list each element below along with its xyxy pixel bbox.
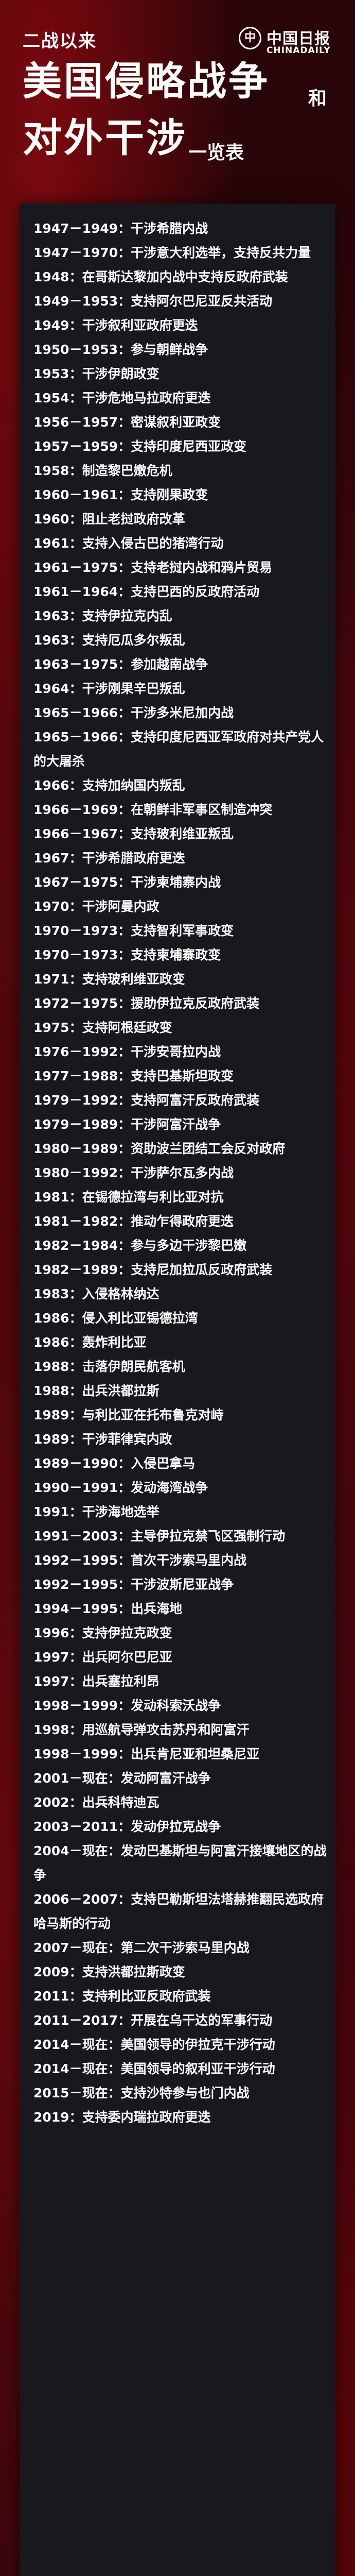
list-item: 2014－现在：美国领导的叙利亚干涉行动 [33, 2061, 275, 2076]
list-item: 1954：干涉危地马拉政府更迭 [33, 391, 211, 405]
list-item: 1992－1995：首次干涉索马里内战 [33, 1553, 247, 1568]
list-item: 1960：阻止老挝政府改革 [33, 512, 185, 527]
list-item: 1997：出兵塞拉利昂 [33, 1674, 159, 1689]
list-item: 1950－1953：参与朝鲜战争 [33, 342, 208, 357]
list-item: 1990－1991：发动海湾战争 [33, 1480, 208, 1495]
list-item: 1998－1999：发动科索沃战争 [33, 1698, 221, 1713]
list-item: 1994－1995：出兵海地 [33, 1601, 183, 1616]
list-item: 1975：支持阿根廷政变 [33, 1020, 172, 1035]
list-item: 1958：制造黎巴嫩危机 [33, 463, 172, 478]
list-item: 1967－1975：干涉柬埔寨内战 [33, 875, 221, 890]
list-item: 2002：出兵科特迪瓦 [33, 1795, 159, 1810]
china-daily-logo-icon: 中 [239, 27, 261, 49]
list-item: 2009：支持洪都拉斯政变 [33, 1964, 185, 1979]
list-item: 1961－1975：支持老挝内战和鸦片贸易 [33, 560, 273, 575]
list-item: 1961：支持入侵古巴的猪湾行动 [33, 536, 224, 551]
list-item: 1989：干涉菲律宾内政 [33, 1432, 172, 1447]
list-item: 1961－1964：支持巴西的反政府活动 [33, 584, 260, 599]
list-item: 1966：支持加纳国内叛乱 [33, 778, 185, 793]
list-item: 1976－1992：干涉安哥拉内战 [33, 1044, 221, 1059]
list-item: 1949：干涉叙利亚政府更迭 [33, 318, 198, 333]
content-panel [20, 204, 335, 2576]
list-item: 2011：支持利比亚反政府武装 [33, 1989, 211, 2004]
list-item: 1997：出兵阿尔巴尼亚 [33, 1650, 172, 1665]
list-item: 1989：与利比亚在托布鲁克对峙 [33, 1408, 224, 1422]
list-item: 1980－1992：干涉萨尔瓦多内战 [33, 1165, 234, 1180]
header-kicker: 二战以来 [23, 31, 97, 52]
list-item: 1998：用巡航导弹攻击苏丹和阿富汗 [33, 1722, 250, 1737]
list-item: 1965－1966：干涉多米尼加内战 [33, 705, 234, 720]
list-item: 2007－现在：第二次干涉索马里内战 [33, 1940, 250, 1955]
list-item: 1970：干涉阿曼内政 [33, 899, 159, 914]
list-item: 1966－1969：在朝鲜非军事区制造冲突 [33, 802, 273, 817]
list-item: 2019：支持委内瑞拉政府更迭 [33, 2110, 211, 2125]
list-item: 1991－2003：主导伊拉克禁飞区强制行动 [33, 1529, 286, 1544]
list-item: 1953：干涉伊朗政变 [33, 366, 159, 381]
list-item: 1988：出兵洪都拉斯 [33, 1383, 159, 1398]
list-item: 1970－1973：支持柬埔寨政变 [33, 947, 221, 962]
list-item: 1964：干涉刚果辛巴叛乱 [33, 681, 185, 696]
list-item: 1963：支持伊拉克内乱 [33, 608, 172, 623]
list-item: 1948：在哥斯达黎加内战中支持反政府武装 [33, 269, 288, 284]
list-item: 1947－1949：干涉希腊内战 [33, 221, 208, 236]
list-item: 2001－现在：发动阿富汗战争 [33, 1771, 211, 1786]
list-item: 1963－1975：参加越南战争 [33, 657, 208, 672]
list-item: 1963：支持厄瓜多尔叛乱 [33, 633, 185, 648]
list-item: 1992－1995：干涉波斯尼亚战争 [33, 1577, 234, 1592]
list-item: 1965－1966：支持印度尼西亚军政府对共产党人的大屠杀 [33, 730, 324, 769]
list-item: 1957－1959：支持印度尼西亚政变 [33, 439, 247, 454]
list-item: 1989－1990：入侵巴拿马 [33, 1456, 196, 1471]
list-item: 1980－1989：资助波兰团结工会反对政府 [33, 1141, 286, 1156]
list-item: 1947－1970：干涉意大利选举，支持反共力量 [33, 245, 311, 260]
page-title-line1-suffix: 和 [308, 88, 327, 109]
list-item: 1988：击落伊朗民航客机 [33, 1359, 185, 1374]
page-title-line1: 美国侵略战争 [23, 58, 270, 104]
list-item: 1986：轰炸利比亚 [33, 1335, 147, 1350]
page-title-line2-suffix: 一览表 [188, 142, 244, 163]
list-item: 1966－1967：支持玻利维亚叛乱 [33, 826, 234, 841]
list-item: 1982－1989：支持尼加拉瓜反政府武装 [33, 1262, 273, 1277]
list-item: 1970－1973：支持智利军事政变 [33, 923, 234, 938]
list-item: 2004－现在：发动巴基斯坦与阿富汗接壤地区的战争 [33, 1843, 327, 1883]
event-list: 1947－1949：干涉希腊内战 1947－1970：干涉意大利选举，支持反共力量… [33, 216, 327, 2129]
list-item: 1996：支持伊拉克政变 [33, 1625, 172, 1640]
list-item: 2011－2017：开展在乌干达的军事行动 [33, 2013, 273, 2028]
header: 二战以来 美国侵略战争 和 对外干涉 一览表 中 中国日报 CHINADAILY [23, 22, 336, 187]
list-item: 1979－1989：干涉阿富汗战争 [33, 1117, 221, 1132]
page-title-line2: 对外干涉 [23, 115, 187, 161]
list-item: 1949－1953：支持阿尔巴尼亚反共活动 [33, 294, 273, 309]
list-item: 1986：侵入利比亚锡德拉湾 [33, 1311, 198, 1326]
list-item: 1983：入侵格林纳达 [33, 1286, 159, 1301]
list-item: 1971：支持玻利维亚政变 [33, 972, 185, 987]
list-item: 1967：干涉希腊政府更迭 [33, 851, 185, 866]
list-item: 1991：干涉海地选举 [33, 1504, 159, 1519]
list-item: 1960－1961：支持刚果政变 [33, 487, 208, 502]
list-item: 1982－1984：参与多边干涉黎巴嫩 [33, 1238, 247, 1253]
list-item: 1998－1999：出兵肯尼亚和坦桑尼亚 [33, 1747, 260, 1761]
logo-chinese-text: 中国日报 [267, 30, 330, 48]
china-daily-logo: 中 中国日报 CHINADAILY [239, 25, 336, 58]
list-item: 1972－1975：援助伊拉克反政府武装 [33, 996, 260, 1011]
list-item: 1977－1988：支持巴基斯坦政变 [33, 1069, 234, 1083]
list-item: 2015－现在：支持沙特参与也门内战 [33, 2086, 250, 2100]
list-item: 1979－1992：支持阿富汗反政府武装 [33, 1093, 260, 1108]
list-item: 1981：在锡德拉湾与利比亚对抗 [33, 1190, 224, 1205]
logo-english-text: CHINADAILY [267, 45, 331, 56]
list-item: 2006－2007：支持巴勒斯坦法塔赫推翻民选政府哈马斯的行动 [33, 1892, 324, 1931]
list-item: 2014－现在：美国领导的伊拉克干涉行动 [33, 2037, 275, 2052]
list-item: 1956－1957：密谋叙利亚政变 [33, 415, 221, 430]
list-item: 2003－2011：发动伊拉克战争 [33, 1819, 221, 1834]
list-item: 1981－1982：推动乍得政府更迭 [33, 1214, 234, 1229]
